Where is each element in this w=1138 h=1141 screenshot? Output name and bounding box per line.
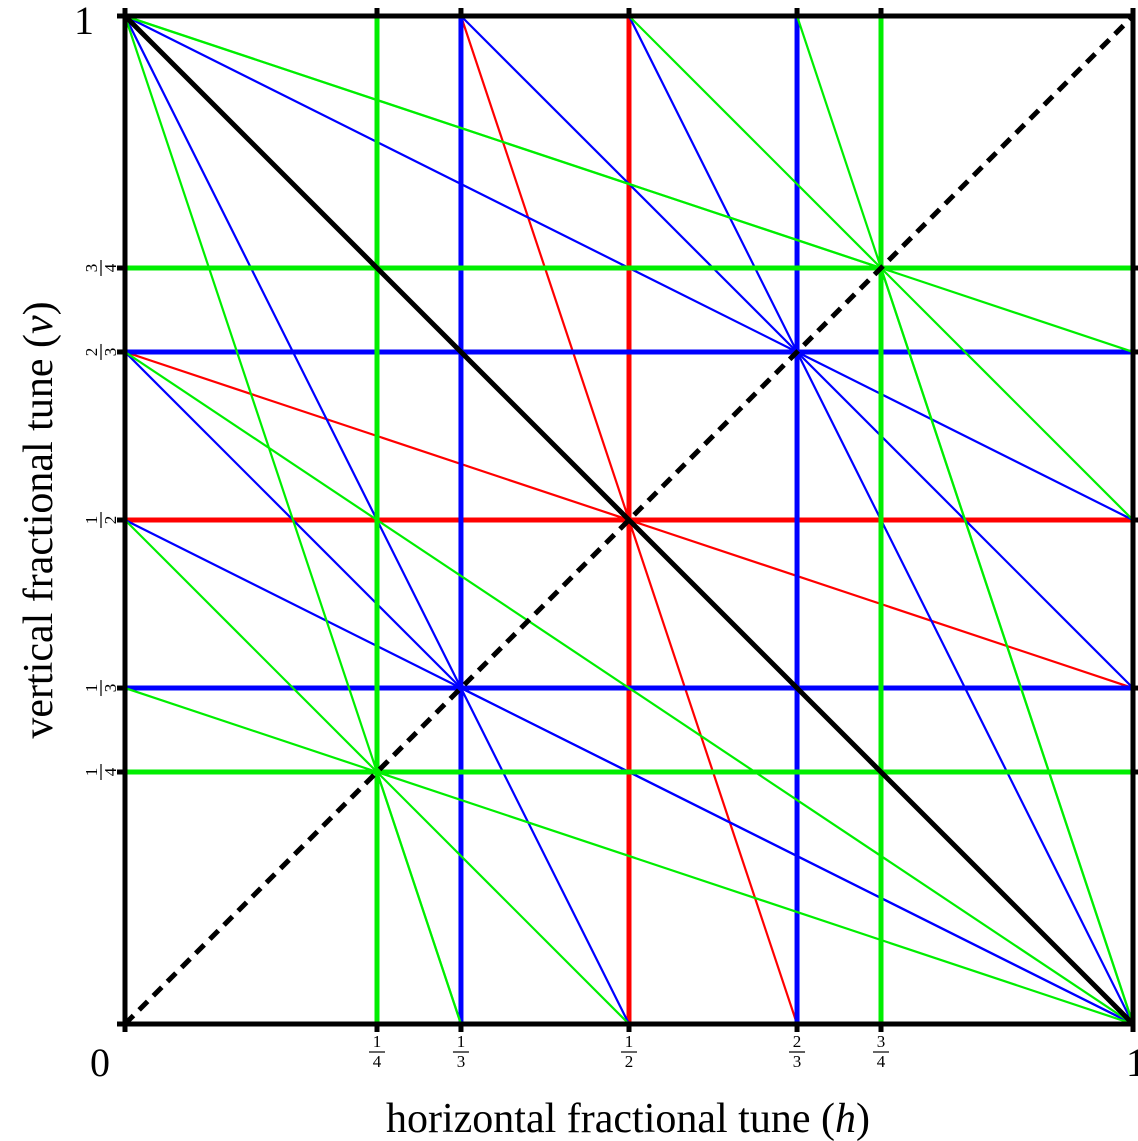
x-tick-label-2-3: 23 <box>789 1032 806 1071</box>
svg-text:1: 1 <box>82 684 101 693</box>
resonance-line-order4-35 <box>376 771 630 1025</box>
resonance-line-order3-13 <box>124 519 462 690</box>
resonance-line-order4-36 <box>376 770 1134 1026</box>
svg-text:2: 2 <box>82 348 101 357</box>
svg-text:1: 1 <box>82 516 101 525</box>
resonance-line-order1-1 <box>123 14 1135 1026</box>
svg-text:2: 2 <box>793 1032 802 1051</box>
resonance-line-order3-10 <box>124 15 462 689</box>
resonance-line-order4-32 <box>124 519 378 773</box>
x-tick-label-1-3: 13 <box>452 1032 469 1071</box>
x-tick-label-1-4: 14 <box>369 1032 385 1071</box>
resonance-line-order3-18 <box>796 350 1134 521</box>
resonance-line-order3-14 <box>459 687 630 1025</box>
svg-text:2: 2 <box>101 516 120 525</box>
svg-text:1: 1 <box>82 768 101 777</box>
y-end-label: 1 <box>74 0 94 43</box>
svg-text:1: 1 <box>457 1032 466 1051</box>
svg-text:3: 3 <box>877 1032 886 1051</box>
svg-text:4: 4 <box>877 1052 886 1071</box>
svg-text:1: 1 <box>373 1032 382 1051</box>
x-axis-label: horizontal fractional tune (h) <box>386 1096 870 1141</box>
resonance-line-order1-0 <box>123 14 1135 1026</box>
resonance-line-order4-27 <box>124 14 882 270</box>
resonance-line-order3-20 <box>460 687 1134 1025</box>
resonance-line-order4-29 <box>628 15 882 269</box>
svg-text:3: 3 <box>793 1052 802 1071</box>
svg-text:4: 4 <box>101 263 120 272</box>
resonance-line-order4-38 <box>879 267 1135 1025</box>
y-axis-label: vertical fractional tune (v) <box>16 301 62 738</box>
resonance-line-order4-37 <box>124 351 1134 1025</box>
x-origin-label: 0 <box>90 1040 110 1085</box>
resonance-line-order4-33 <box>124 686 378 774</box>
x-tick-label-1-2: 12 <box>621 1032 637 1071</box>
svg-text:3: 3 <box>82 264 101 273</box>
svg-text:3: 3 <box>457 1052 466 1071</box>
svg-text:1: 1 <box>625 1032 634 1051</box>
x-tick-label-3-4: 34 <box>873 1032 889 1071</box>
diagonal-lines <box>123 14 1135 1026</box>
svg-text:2: 2 <box>625 1052 634 1071</box>
x-end-label: 1 <box>1126 1040 1138 1085</box>
resonance-line-order3-11 <box>124 15 798 353</box>
resonance-line-order4-31 <box>880 267 1134 521</box>
resonance-lines <box>123 14 1135 1026</box>
tick-marks <box>117 8 1138 1032</box>
resonance-line-order4-34 <box>375 771 463 1025</box>
svg-text:3: 3 <box>101 684 120 693</box>
resonance-line-order3-17 <box>628 15 799 353</box>
svg-text:4: 4 <box>373 1052 382 1071</box>
svg-text:4: 4 <box>101 767 120 776</box>
svg-text:3: 3 <box>101 348 120 357</box>
resonance-line-order3-21 <box>796 351 1134 1025</box>
